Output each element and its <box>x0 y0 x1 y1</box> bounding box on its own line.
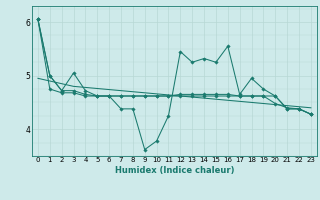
X-axis label: Humidex (Indice chaleur): Humidex (Indice chaleur) <box>115 166 234 175</box>
